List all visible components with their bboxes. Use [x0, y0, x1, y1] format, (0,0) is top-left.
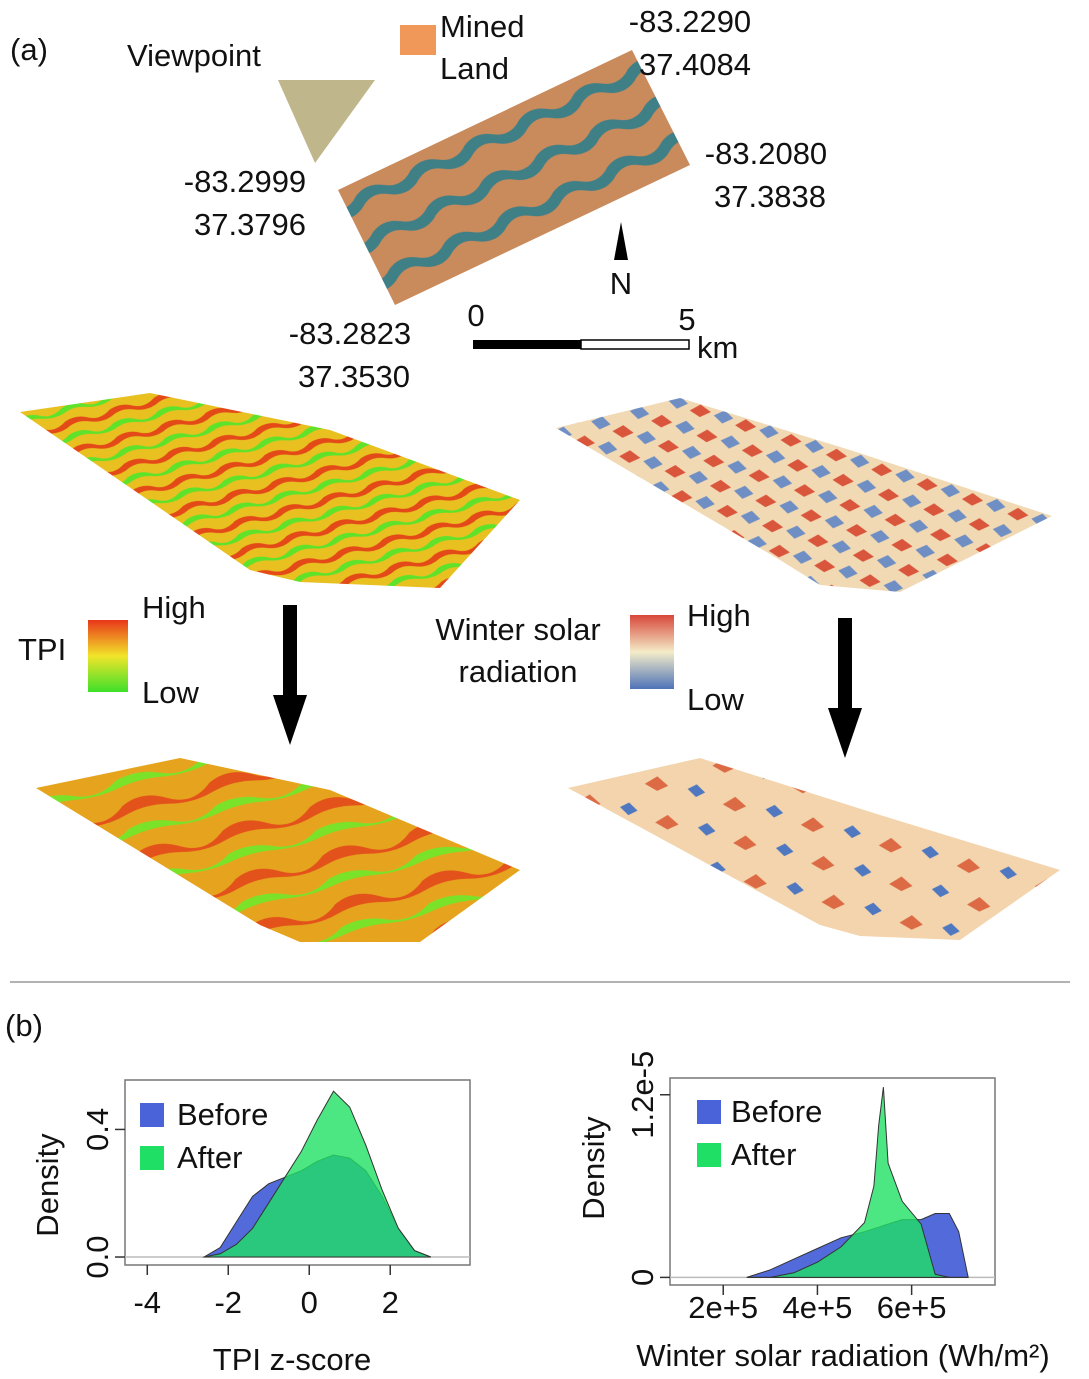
arrow: [828, 708, 862, 758]
x-axis-title: TPI z-score: [213, 1342, 371, 1377]
arrow: [283, 605, 297, 695]
y-tick-label: 0: [625, 1269, 660, 1286]
corner-coordinate: 37.3530: [298, 359, 410, 394]
mined-swatch: [400, 25, 436, 55]
solar-map-before: [556, 398, 1052, 592]
scale-bar: [581, 340, 689, 349]
y-tick-label: 0.4: [80, 1108, 115, 1151]
x-tick-label: 0: [301, 1285, 318, 1320]
legend-label: After: [177, 1140, 242, 1175]
tpi-map-before: [20, 393, 520, 588]
legend-high: High: [142, 590, 206, 625]
y-axis-title: Density: [30, 1133, 65, 1237]
scale-label: 5: [678, 302, 695, 337]
corner-coordinate: 37.3838: [714, 179, 826, 214]
legend-low: Low: [687, 682, 744, 717]
corner-coordinate: 37.4084: [639, 47, 751, 82]
scale-bar: [473, 340, 581, 349]
corner-coordinate: -83.2080: [705, 136, 827, 171]
x-tick-label: -2: [214, 1285, 242, 1320]
study-map: [338, 50, 690, 305]
corner-coordinate: 37.3796: [194, 207, 306, 242]
legend-label: After: [731, 1137, 796, 1172]
solar-map-after: [568, 758, 1060, 940]
x-tick-label: 6e+5: [877, 1290, 947, 1325]
legend-high: High: [687, 598, 751, 633]
legend-low: Low: [142, 675, 199, 710]
mined-label: Mined: [440, 9, 524, 44]
corner-coordinate: -83.2823: [289, 316, 411, 351]
legend-swatch: [140, 1146, 164, 1170]
legend-swatch: [697, 1100, 721, 1124]
arrow: [838, 618, 852, 708]
scale-unit: km: [697, 330, 738, 365]
x-axis-title: Winter solar radiation (Wh/m²): [636, 1338, 1049, 1373]
legend-colorbar: [88, 620, 128, 692]
north-arrow: [614, 222, 628, 260]
x-tick-label: 4e+5: [783, 1290, 853, 1325]
legend-swatch: [697, 1143, 721, 1167]
corner-coordinate: -83.2290: [629, 4, 751, 39]
legend-label: Before: [177, 1097, 268, 1132]
legend-title: radiation: [459, 654, 578, 689]
legend-colorbar: [630, 615, 674, 689]
arrow: [273, 695, 307, 745]
x-tick-label: 2: [382, 1285, 399, 1320]
legend-title: TPI: [18, 632, 66, 667]
legend-title: Winter solar: [435, 612, 600, 647]
scale-label: 0: [467, 298, 484, 333]
viewpoint-label: Viewpoint: [127, 38, 261, 73]
viewpoint-marker: [278, 80, 375, 163]
tpi-map-after: [36, 758, 520, 942]
legend-swatch: [140, 1103, 164, 1127]
y-axis-title: Density: [576, 1116, 611, 1220]
y-tick-label: 0.0: [80, 1235, 115, 1278]
corner-coordinate: -83.2999: [184, 164, 306, 199]
north-label: N: [610, 266, 632, 301]
y-tick-label: 1.2e-5: [625, 1051, 660, 1139]
mined-label: Land: [440, 51, 509, 86]
x-tick-label: 2e+5: [688, 1290, 758, 1325]
panel-label: (a): [10, 32, 48, 67]
figure: (a) Viewpoint Mined Land -83.2290 37.408…: [0, 0, 1089, 1379]
x-tick-label: -4: [133, 1285, 161, 1320]
legend-label: Before: [731, 1094, 822, 1129]
panel-label: (b): [5, 1008, 43, 1043]
